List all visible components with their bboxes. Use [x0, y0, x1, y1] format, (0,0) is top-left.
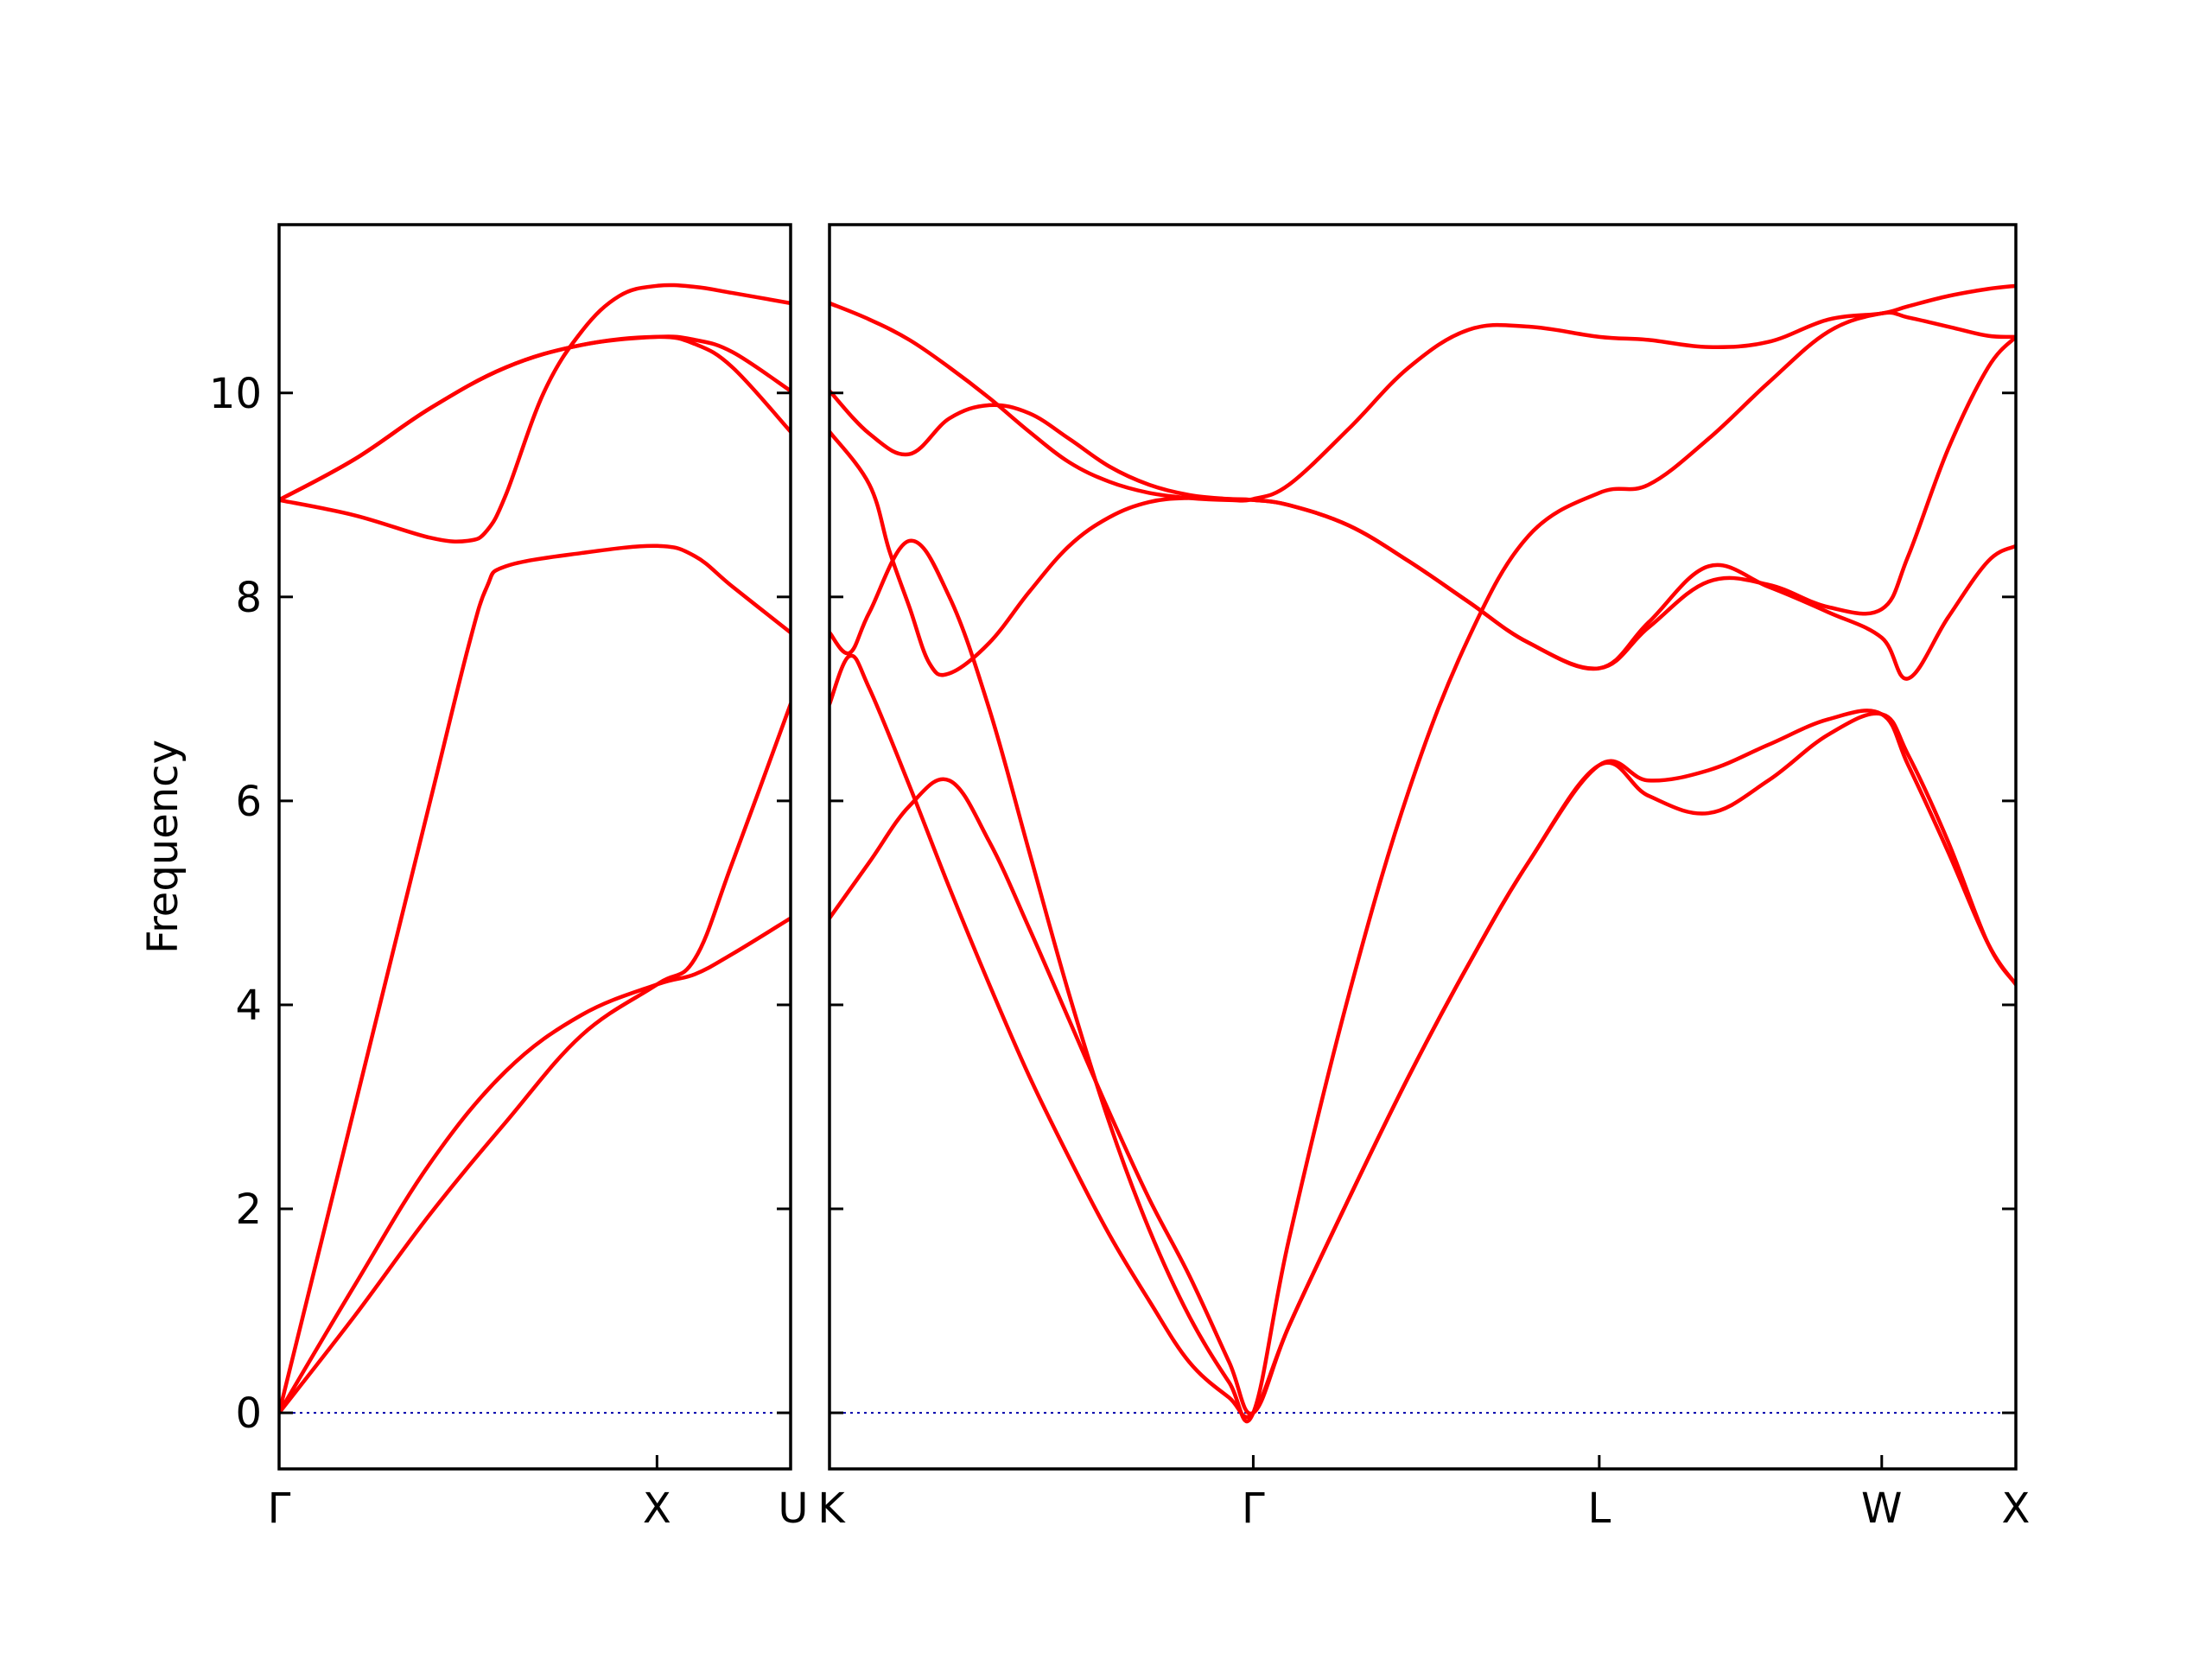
y-axis-label: Frequency [139, 740, 188, 954]
band-3 [830, 310, 2016, 1424]
plot-frame [828, 223, 2018, 1471]
x-tick-label: U [778, 1484, 808, 1533]
band-lines [279, 283, 791, 1415]
band-3 [279, 283, 791, 544]
x-tick-label: W [1861, 1484, 1902, 1533]
band-5 [830, 334, 2016, 671]
band-1 [830, 709, 2016, 1416]
x-tick-label: K [817, 1484, 846, 1533]
panel-gamma-x-u: 0 2 4 6 8 10 Γ X U [209, 223, 809, 1533]
plot-frame [277, 223, 792, 1471]
x-tick-label: Γ [268, 1484, 291, 1533]
band-1 [279, 916, 791, 1415]
band-5 [279, 334, 791, 502]
panels: 0 2 4 6 8 10 Γ X U K Γ L W X [209, 223, 2031, 1533]
band-6 [830, 283, 2016, 503]
y-tick-label: 10 [209, 370, 262, 418]
band-6 [279, 702, 791, 1415]
y-tick-label: 0 [235, 1389, 262, 1438]
band-lines [830, 283, 2016, 1424]
x-tick-label: L [1587, 1484, 1611, 1533]
band-2 [279, 543, 791, 1415]
y-tick-label: 8 [235, 574, 262, 622]
y-tick-label: 4 [235, 982, 262, 1030]
x-tick-label: X [643, 1484, 671, 1533]
x-tick-label: X [2002, 1484, 2031, 1533]
y-tick-label: 6 [235, 778, 262, 826]
band-4 [830, 429, 2016, 681]
x-tick-label: Γ [1242, 1484, 1265, 1533]
y-tick-label: 2 [235, 1185, 262, 1234]
band-2 [830, 653, 2016, 1420]
